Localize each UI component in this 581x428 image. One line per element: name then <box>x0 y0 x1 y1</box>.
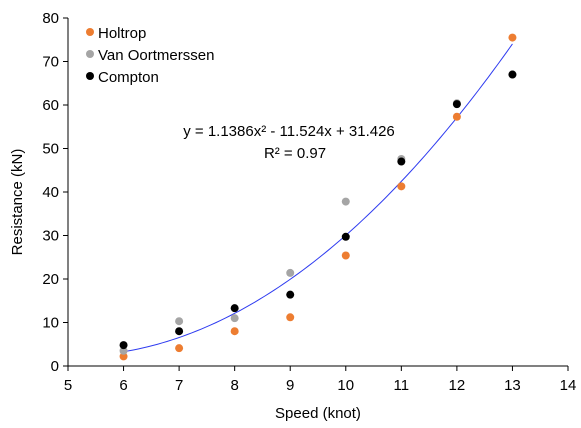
x-tick-label: 6 <box>119 377 127 394</box>
r-squared-label: R² = 0.97 <box>264 145 326 162</box>
trendline-equation: y = 1.1386x² - 11.524x + 31.426 <box>183 123 395 140</box>
compton-point <box>397 157 406 166</box>
x-tick-label: 11 <box>394 377 410 394</box>
y-axis-title: Resistance (kN) <box>9 149 26 256</box>
legend-label-holtrop: Holtrop <box>98 25 146 42</box>
x-tick-label: 5 <box>64 377 72 394</box>
x-tick-label: 9 <box>286 377 294 394</box>
holtrop-point <box>508 33 517 42</box>
y-tick-label: 80 <box>42 10 59 27</box>
polynomial-trendline <box>123 43 513 353</box>
holtrop-point <box>119 352 128 361</box>
holtrop-point <box>230 327 239 336</box>
legend-label-compton: Compton <box>98 69 159 86</box>
x-axis-ticks: 5 6 7 8 9 10 11 12 13 14 <box>64 366 577 394</box>
y-tick-label: 20 <box>42 271 59 288</box>
compton-point <box>230 304 239 313</box>
y-tick-label: 60 <box>42 97 59 114</box>
van-oortmerssen-point <box>341 197 350 206</box>
holtrop-point <box>452 112 461 121</box>
compton-point <box>341 232 350 241</box>
compton-point <box>452 100 461 109</box>
holtrop-point <box>286 313 295 322</box>
compton-point <box>119 341 128 350</box>
legend-marker-holtrop <box>86 28 94 36</box>
legend-label-van-oortmerssen: Van Oortmerssen <box>98 47 214 64</box>
legend: Holtrop Van Oortmerssen Compton <box>86 25 214 86</box>
compton-point <box>175 327 184 336</box>
holtrop-point <box>397 182 406 191</box>
holtrop-point <box>175 344 184 353</box>
y-axis-ticks: 0 10 20 30 40 50 60 70 80 <box>42 10 68 375</box>
van-oortmerssen-point <box>175 317 184 326</box>
van-oortmerssen-point <box>230 314 239 323</box>
x-tick-label: 7 <box>175 377 183 394</box>
van-oortmerssen-point <box>119 346 128 355</box>
plot-area: 5 6 7 8 9 10 11 12 13 14 0 10 20 30 40 50 60 70 80 <box>42 10 576 394</box>
x-tick-label: 13 <box>504 377 521 394</box>
y-tick-label: 30 <box>42 228 59 245</box>
compton-point <box>508 70 517 79</box>
y-tick-label: 10 <box>42 315 59 332</box>
y-tick-label: 0 <box>51 358 59 375</box>
x-tick-label: 10 <box>337 377 354 394</box>
x-axis-title: Speed (knot) <box>275 405 361 422</box>
data-points <box>119 33 517 361</box>
x-tick-label: 14 <box>560 377 577 394</box>
compton-point <box>286 290 295 299</box>
legend-marker-van-oortmerssen <box>86 50 94 58</box>
van-oortmerssen-point <box>286 268 295 277</box>
holtrop-point <box>341 251 350 260</box>
y-tick-label: 40 <box>42 184 59 201</box>
y-tick-label: 70 <box>42 54 59 71</box>
y-tick-label: 50 <box>42 141 59 158</box>
legend-marker-compton <box>86 72 94 80</box>
x-tick-label: 12 <box>449 377 466 394</box>
x-tick-label: 8 <box>230 377 238 394</box>
